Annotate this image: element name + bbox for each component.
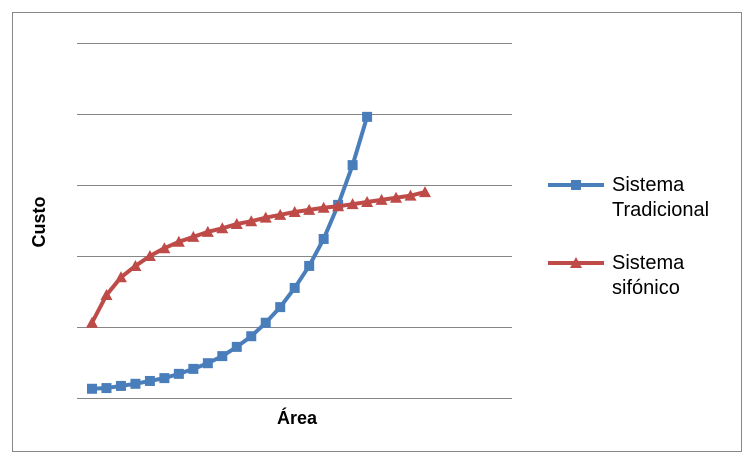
marker xyxy=(173,368,184,379)
marker xyxy=(129,259,142,271)
marker xyxy=(231,341,242,352)
marker xyxy=(187,230,200,242)
marker xyxy=(288,205,301,217)
marker xyxy=(143,250,156,261)
marker xyxy=(144,375,155,386)
marker xyxy=(570,257,582,268)
marker xyxy=(188,363,199,374)
marker xyxy=(571,180,581,190)
marker xyxy=(114,271,127,283)
marker xyxy=(362,111,373,122)
marker xyxy=(245,215,258,227)
marker xyxy=(274,208,287,220)
marker xyxy=(347,160,358,171)
marker xyxy=(361,196,374,208)
marker xyxy=(202,358,213,369)
marker xyxy=(259,211,272,223)
y-axis-label: Custo xyxy=(29,197,49,248)
marker xyxy=(158,242,171,254)
marker xyxy=(172,235,185,247)
marker xyxy=(303,203,316,215)
marker xyxy=(318,233,329,244)
legend-label: Sistema Tradicional xyxy=(612,174,710,221)
x-axis-label: Área xyxy=(277,407,318,428)
marker xyxy=(419,186,431,198)
marker xyxy=(217,351,228,362)
marker xyxy=(317,201,330,213)
marker xyxy=(115,380,126,391)
marker xyxy=(375,193,388,205)
marker xyxy=(275,302,286,313)
marker xyxy=(159,373,170,384)
marker xyxy=(332,200,345,212)
marker xyxy=(100,289,113,301)
chart-border xyxy=(12,12,742,452)
legend-label: Sistema sifónico xyxy=(612,252,685,299)
marker xyxy=(390,191,403,203)
marker xyxy=(216,222,229,234)
marker xyxy=(86,316,98,328)
marker xyxy=(201,225,214,237)
marker xyxy=(101,383,112,394)
marker xyxy=(404,189,417,201)
marker xyxy=(230,218,243,230)
marker xyxy=(87,383,97,394)
marker xyxy=(260,317,271,328)
marker xyxy=(246,331,257,342)
marker xyxy=(304,260,315,271)
marker xyxy=(289,282,300,293)
marker xyxy=(130,378,141,389)
marker xyxy=(346,198,359,210)
